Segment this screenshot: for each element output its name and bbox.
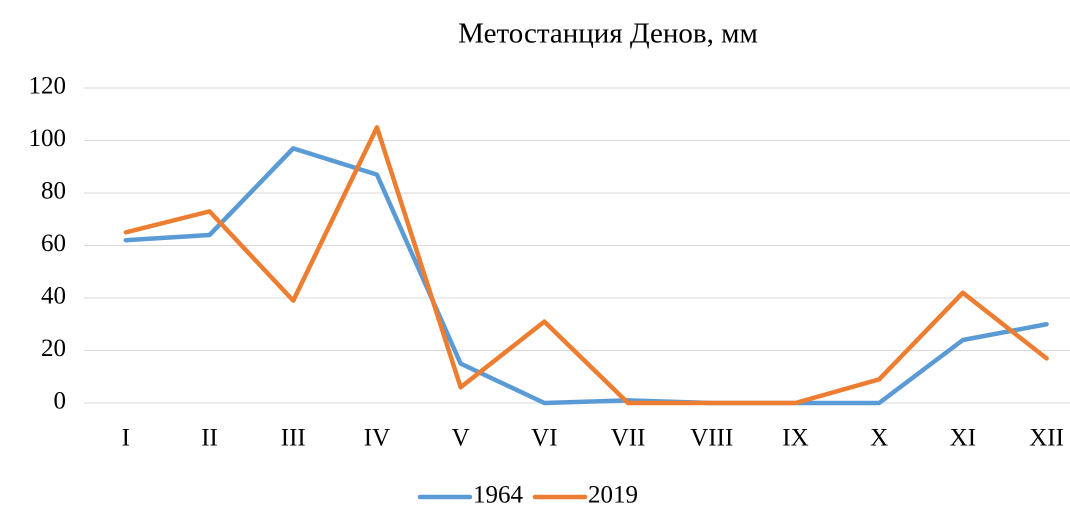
x-tick-label: X (870, 425, 888, 452)
y-tick-label: 100 (29, 125, 67, 152)
y-tick-label: 120 (29, 73, 67, 100)
x-tick-label: XII (1029, 425, 1064, 452)
legend-label: 1964 (473, 482, 524, 509)
y-tick-label: 60 (41, 230, 66, 257)
x-tick-label: IX (782, 425, 808, 452)
y-tick-label: 80 (41, 178, 66, 205)
legend-label: 2019 (588, 482, 638, 509)
y-tick-label: 20 (41, 335, 66, 362)
x-tick-label: I (122, 425, 130, 452)
series-line (123, 146, 1049, 406)
series-line (123, 125, 1049, 406)
chart-title: Метостанция Денов, мм (458, 18, 758, 50)
x-tick-label: VI (531, 425, 557, 452)
x-tick-label: VII (611, 425, 646, 452)
x-tick-label: XI (950, 425, 976, 452)
x-tick-label: II (201, 425, 218, 452)
x-tick-label: IV (364, 425, 390, 452)
y-tick-label: 0 (54, 388, 67, 415)
x-tick-label: III (281, 425, 306, 452)
x-tick-label: VIII (690, 425, 733, 452)
x-tick-label: V (452, 425, 470, 452)
y-tick-label: 40 (41, 283, 66, 310)
